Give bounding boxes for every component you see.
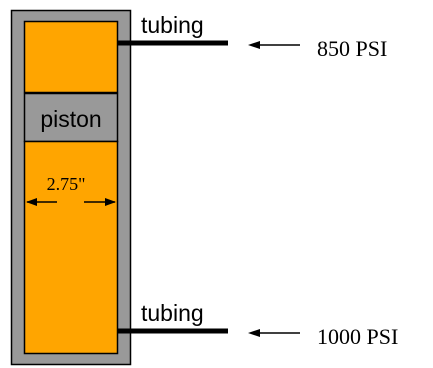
lower-fluid-chamber [23, 140, 119, 355]
lower-pressure-label: 1000 PSI [317, 324, 398, 349]
upper-tubing-label: tubing [141, 12, 204, 38]
dimension-arrow-right [84, 198, 116, 206]
upper-fluid-chamber [23, 20, 119, 94]
bore-dimension-label: 2.75" [47, 174, 86, 194]
lower-pressure-arrow [248, 329, 300, 337]
lower-tubing-label: tubing [141, 300, 204, 326]
piston [23, 92, 119, 143]
piston-label: piston [40, 106, 101, 132]
dimension-arrow-left [26, 198, 57, 206]
upper-pressure-arrow [248, 41, 300, 49]
upper-pressure-label: 850 PSI [317, 36, 387, 61]
